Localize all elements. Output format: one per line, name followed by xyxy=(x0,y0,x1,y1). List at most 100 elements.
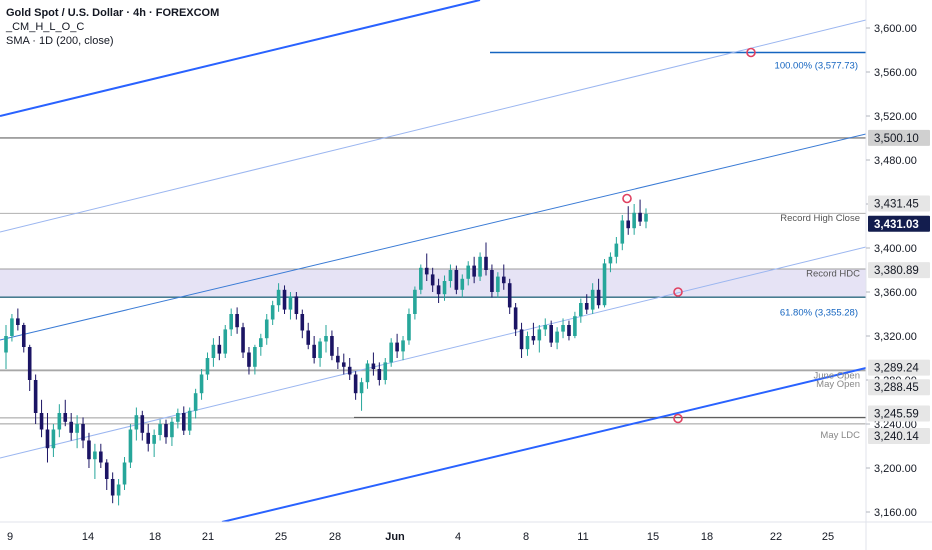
candle-body xyxy=(472,265,476,277)
candle-body xyxy=(525,336,530,350)
candle xyxy=(377,362,382,386)
candle xyxy=(128,424,133,468)
price-axis-label: 3,600.00 xyxy=(874,23,917,35)
candle xyxy=(620,215,625,251)
target-marker xyxy=(673,287,683,297)
time-axis-label: 8 xyxy=(523,531,529,543)
price-badge-label: 3,288.45 xyxy=(874,382,919,394)
candle xyxy=(176,408,180,429)
candle xyxy=(347,358,352,380)
candle-body xyxy=(288,296,293,310)
price-axis-label: 3,320.00 xyxy=(874,331,917,343)
candle-body xyxy=(555,331,559,343)
candle-body xyxy=(241,327,245,353)
candle-body xyxy=(140,415,145,433)
candle xyxy=(211,338,216,367)
price-badge-label: 3,245.59 xyxy=(874,408,919,420)
candle xyxy=(33,374,38,424)
candle-body xyxy=(318,341,322,358)
candle-body xyxy=(614,243,619,257)
candle-body xyxy=(51,429,56,449)
candle-body xyxy=(176,413,180,422)
price-badge-label: 3,500.10 xyxy=(874,133,919,145)
legend-indicator-sma: SMA · 1D (200, close) xyxy=(6,35,114,47)
candle-body xyxy=(300,314,305,331)
candle-body xyxy=(484,256,488,270)
candle-body xyxy=(478,256,482,277)
candle-body xyxy=(460,278,465,290)
price-badge xyxy=(868,427,930,444)
candle-body xyxy=(537,329,542,341)
candle-body xyxy=(306,330,311,345)
level-label: May LDC xyxy=(820,430,860,441)
candle-body xyxy=(507,283,512,308)
time-axis-label: 22 xyxy=(770,531,782,543)
candle-body xyxy=(87,440,91,460)
candle xyxy=(336,347,340,369)
candle xyxy=(57,404,62,438)
candle xyxy=(626,206,631,235)
level-label: June Open xyxy=(814,370,860,381)
candle xyxy=(27,344,32,391)
price-axis-label: 3,480.00 xyxy=(874,155,917,167)
candle xyxy=(430,267,435,292)
candle-body xyxy=(567,325,571,336)
price-badge xyxy=(868,405,930,422)
candle-body xyxy=(211,344,216,358)
candle xyxy=(501,264,506,290)
candle-body xyxy=(146,432,151,444)
candle xyxy=(288,292,293,320)
price-badge xyxy=(868,262,930,279)
candle-body xyxy=(549,325,553,343)
candle-body xyxy=(632,212,636,229)
candle xyxy=(436,278,441,303)
candle xyxy=(324,325,328,353)
candle xyxy=(567,320,571,341)
candle-body xyxy=(170,421,174,438)
legend-title: Gold Spot / U.S. Dollar · 4h · FOREXCOM xyxy=(6,7,220,19)
candle-body xyxy=(116,484,121,496)
candle xyxy=(4,325,8,369)
candle-body xyxy=(620,220,625,244)
candle xyxy=(312,336,316,364)
candle xyxy=(484,242,488,276)
candle-body xyxy=(543,325,548,330)
candle-body xyxy=(513,307,518,330)
candle xyxy=(140,410,145,441)
candle-body xyxy=(253,347,257,367)
candle-body xyxy=(187,410,192,431)
candle xyxy=(383,358,388,385)
candle-body xyxy=(401,340,405,352)
candle xyxy=(193,388,198,419)
target-marker xyxy=(673,413,683,424)
plot-area xyxy=(0,0,866,522)
candle xyxy=(365,360,370,389)
candle-body xyxy=(134,415,139,430)
candle-body xyxy=(181,413,186,431)
candle xyxy=(229,308,233,336)
candle xyxy=(490,264,494,298)
candle-body xyxy=(21,325,26,347)
price-axis-label: 3,560.00 xyxy=(874,67,917,79)
time-axis-label: 25 xyxy=(275,531,287,543)
candle xyxy=(318,338,322,367)
candle xyxy=(478,252,482,281)
candle xyxy=(389,338,393,367)
candle-body xyxy=(419,267,423,290)
candle xyxy=(187,407,192,435)
candle-body xyxy=(324,336,328,342)
candle xyxy=(632,204,636,235)
candle xyxy=(442,275,447,301)
candle xyxy=(16,308,20,331)
candle-body xyxy=(448,270,453,281)
channel-mid-line xyxy=(0,133,866,341)
price-axis-label: 3,160.00 xyxy=(874,507,917,519)
candle-body xyxy=(519,329,524,350)
candle xyxy=(454,265,459,295)
candle xyxy=(146,424,151,452)
level-label: 61.80% (3,355.28) xyxy=(780,308,858,319)
candle xyxy=(69,413,73,441)
candle xyxy=(51,424,56,457)
candle-body xyxy=(389,342,393,363)
